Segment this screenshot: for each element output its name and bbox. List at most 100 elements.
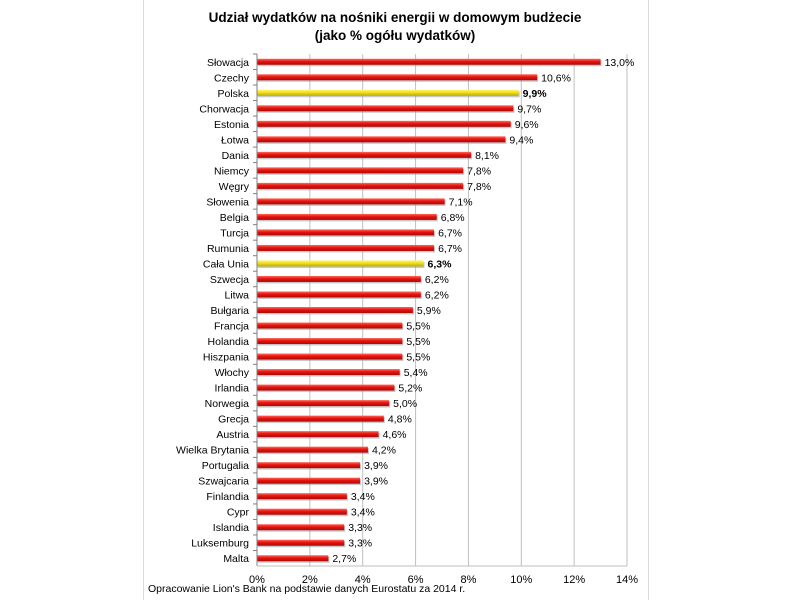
category-label: Litwa: [224, 289, 249, 301]
bar: [257, 338, 403, 345]
category-label: Hiszpania: [203, 352, 249, 364]
bar: [257, 462, 361, 469]
chart-title: Udział wydatków na nośniki energii w dom…: [143, 9, 647, 45]
category-label: Włochy: [215, 367, 250, 379]
value-label: 5,0%: [393, 398, 417, 410]
category-label: Czechy: [214, 72, 250, 84]
value-label: 6,2%: [425, 274, 449, 286]
value-label: 5,5%: [406, 352, 430, 364]
bar: [257, 244, 435, 251]
bar-highlighted: [257, 260, 424, 267]
category-label: Niemcy: [214, 165, 250, 177]
source-note: Opracowanie Lion's Bank na podstawie dan…: [148, 583, 466, 595]
category-label: Portugalia: [202, 460, 249, 472]
category-label: Słowenia: [206, 196, 249, 208]
value-label: 9,4%: [509, 134, 533, 146]
value-label: 7,8%: [467, 181, 491, 193]
value-label: 6,7%: [438, 227, 462, 239]
category-label: Norwegia: [205, 398, 250, 410]
value-label: 3,3%: [348, 538, 372, 550]
bar: [257, 384, 395, 391]
value-label: 6,2%: [425, 289, 449, 301]
bar: [257, 58, 601, 65]
value-label: 4,6%: [383, 429, 407, 441]
category-label: Szwecja: [210, 274, 249, 286]
x-tick-label: 6%: [408, 574, 424, 586]
bar: [257, 524, 345, 531]
value-label: 3,4%: [351, 507, 375, 519]
bar: [257, 539, 345, 546]
value-label: 6,8%: [441, 212, 465, 224]
bar: [257, 74, 538, 81]
x-tick-label: 0%: [249, 574, 265, 586]
bar: [257, 477, 361, 484]
chart-frame: [143, 0, 649, 600]
bar: [257, 493, 347, 500]
category-label: Bułgaria: [210, 305, 249, 317]
bar: [257, 307, 413, 313]
value-label: 3,9%: [364, 476, 388, 488]
x-tick-label: 2%: [302, 574, 318, 586]
category-label: Estonia: [214, 119, 249, 131]
category-label: Turcja: [220, 227, 249, 239]
category-label: Irlandia: [215, 383, 250, 395]
category-label: Luksemburg: [191, 538, 249, 550]
bar: [257, 400, 390, 407]
value-label: 9,9%: [523, 88, 548, 100]
bar: [257, 322, 403, 329]
bar: [257, 136, 506, 143]
category-label: Wielka Brytania: [176, 445, 249, 457]
bar: [257, 120, 511, 127]
value-label: 8,1%: [475, 150, 499, 162]
value-label: 6,3%: [428, 258, 453, 270]
bar: [257, 182, 464, 189]
bar: [257, 446, 368, 453]
category-label: Holandia: [208, 336, 250, 348]
bar: [257, 151, 472, 158]
bar: [257, 508, 347, 515]
category-label: Węgry: [219, 181, 250, 193]
value-label: 5,5%: [406, 321, 430, 333]
value-label: 5,5%: [406, 336, 430, 348]
value-label: 9,7%: [517, 103, 541, 115]
x-tick-label: 8%: [460, 574, 476, 586]
bar: [257, 198, 445, 205]
value-label: 5,9%: [417, 305, 441, 317]
category-label: Francja: [214, 321, 249, 333]
category-label: Łotwa: [221, 134, 249, 146]
value-label: 9,6%: [515, 119, 539, 131]
bar: [257, 213, 437, 220]
bar: [257, 555, 329, 562]
x-tick-label: 12%: [563, 574, 585, 586]
value-label: 10,6%: [541, 72, 571, 84]
value-label: 4,2%: [372, 445, 396, 457]
bar: [257, 167, 464, 174]
bar-highlighted: [257, 89, 519, 96]
bar: [257, 229, 435, 236]
category-label: Islandia: [213, 522, 249, 534]
category-label: Rumunia: [207, 243, 249, 255]
category-label: Malta: [223, 553, 249, 565]
value-label: 6,7%: [438, 243, 462, 255]
bar: [257, 291, 421, 298]
value-label: 3,9%: [364, 460, 388, 472]
value-label: 13,0%: [605, 57, 635, 69]
bar: [257, 415, 384, 422]
value-label: 3,3%: [348, 522, 372, 534]
chart-title-line2: (jako % ogółu wydatków): [314, 28, 476, 43]
value-label: 5,4%: [404, 367, 428, 379]
category-label: Cała Unia: [203, 258, 249, 270]
category-label: Finlandia: [206, 491, 249, 503]
bar: [257, 353, 403, 360]
category-label: Chorwacja: [199, 103, 249, 115]
value-label: 7,1%: [449, 196, 473, 208]
category-label: Belgia: [220, 212, 249, 224]
x-tick-label: 4%: [355, 574, 371, 586]
bar: [257, 105, 514, 112]
value-label: 7,8%: [467, 165, 491, 177]
value-label: 3,4%: [351, 491, 375, 503]
category-label: Cypr: [227, 507, 250, 519]
category-label: Polska: [217, 88, 249, 100]
x-tick-label: 14%: [616, 574, 638, 586]
